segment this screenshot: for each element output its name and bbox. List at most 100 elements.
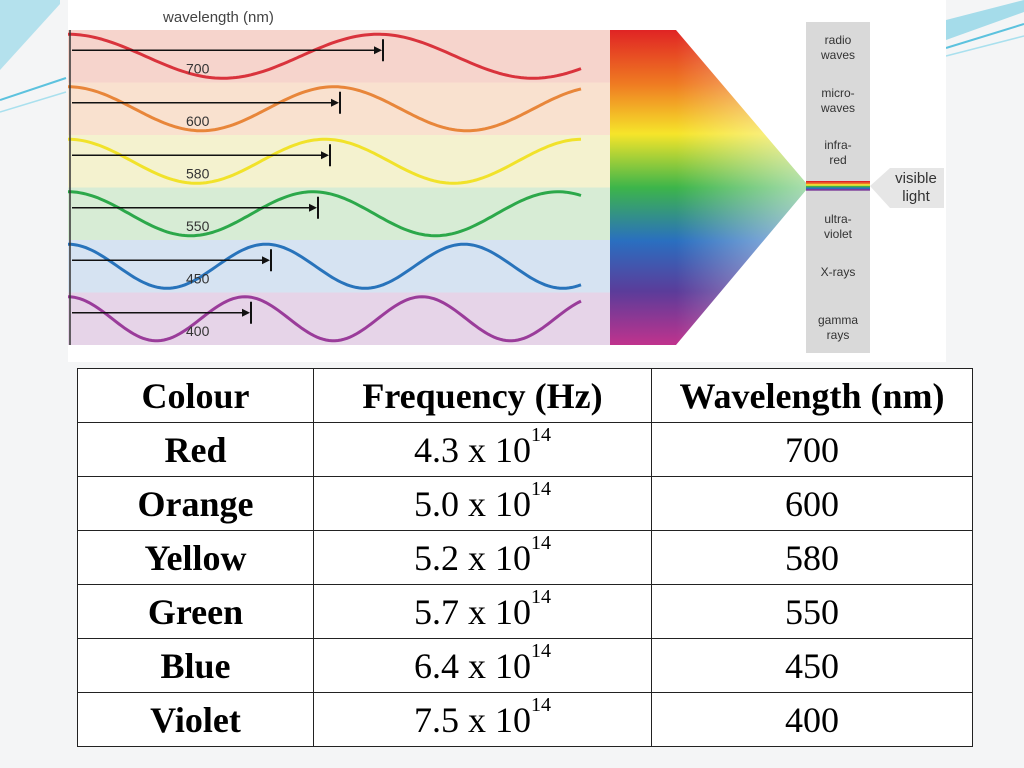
colour-cell: Orange — [77, 476, 314, 531]
wavelength-label: 580 — [186, 165, 210, 181]
frequency-exponent: 14 — [531, 693, 551, 716]
deco-shape-right — [946, 0, 1024, 40]
prism-beam-fade — [676, 30, 806, 345]
arrow-head — [321, 151, 329, 160]
wavelength-label: 400 — [186, 323, 210, 339]
frequency-mantissa: 4.3 x 10 — [414, 429, 531, 470]
wave-rows: 700 600 580 550 450 400 — [68, 30, 610, 345]
arrow-head — [331, 98, 339, 107]
arrow-head — [262, 256, 270, 265]
frequency-mantissa: 5.7 x 10 — [414, 591, 531, 632]
visible-light-label: light — [902, 188, 930, 205]
em-region-label: violet — [824, 227, 853, 241]
wavelength-cell: 550 — [651, 584, 973, 639]
em-region-label: radio — [825, 33, 852, 47]
em-region-label: red — [829, 153, 846, 167]
wave-line — [68, 242, 582, 290]
deco-line-left-2 — [0, 91, 67, 113]
em-region-label: waves — [820, 48, 855, 62]
visible-band-stripe — [806, 185, 870, 188]
deco-line-right — [945, 23, 1024, 49]
wave-row: 400 — [68, 292, 610, 345]
em-region-label: micro- — [821, 86, 854, 100]
em-region-label: rays — [827, 328, 850, 342]
table-row: Violet 7.5 x 1014 400 — [77, 692, 973, 747]
frequency-cell: 7.5 x 1014 — [313, 692, 652, 747]
colour-cell: Violet — [77, 692, 314, 747]
frequency-cell: 4.3 x 1014 — [313, 422, 652, 477]
frequency-mantissa: 5.0 x 10 — [414, 483, 531, 524]
frequency-cell: 6.4 x 1014 — [313, 638, 652, 693]
frequency-exponent: 14 — [531, 531, 551, 554]
colour-cell: Red — [77, 422, 314, 477]
visible-band-stripe — [806, 181, 870, 183]
visible-light-label: visible — [895, 170, 937, 187]
frequency-mantissa: 7.5 x 10 — [414, 699, 531, 740]
arrow-head — [374, 46, 382, 55]
frequency-cell: 5.2 x 1014 — [313, 530, 652, 585]
frequency-cell: 5.7 x 1014 — [313, 584, 652, 639]
em-region-label: ultra- — [824, 212, 851, 226]
header-frequency: Frequency (Hz) — [313, 368, 652, 423]
frequency-exponent: 14 — [531, 423, 551, 446]
wave-line — [68, 137, 582, 185]
wave-line — [68, 32, 582, 80]
header-wavelength: Wavelength (nm) — [651, 368, 973, 423]
visible-band-stripe — [806, 187, 870, 190]
frequency-exponent: 14 — [531, 639, 551, 662]
em-spectrum-column: radiowavesmicro-wavesinfra-redultra-viol… — [806, 22, 944, 353]
wave-band — [68, 292, 610, 345]
colour-cell: Green — [77, 584, 314, 639]
table-row: Red 4.3 x 1014 700 — [77, 422, 973, 477]
wavelength-label: 450 — [186, 270, 210, 286]
frequency-exponent: 14 — [531, 585, 551, 608]
wavelength-cell: 400 — [651, 692, 973, 747]
frequency-cell: 5.0 x 1014 — [313, 476, 652, 531]
deco-line-left — [0, 77, 67, 101]
wavelength-cell: 580 — [651, 530, 973, 585]
colour-spectrum-bar — [610, 30, 676, 345]
wave-row: 580 — [68, 135, 610, 188]
slide-decoration — [0, 0, 1024, 113]
deco-line-right-2 — [945, 35, 1024, 57]
wavelength-cell: 600 — [651, 476, 973, 531]
em-region-label: waves — [820, 101, 855, 115]
wave-band — [68, 240, 610, 293]
wave-row: 550 — [68, 187, 610, 240]
wavelength-label: 700 — [186, 60, 210, 76]
visible-band-stripe — [806, 189, 870, 191]
colour-cell: Yellow — [77, 530, 314, 585]
table-row: Green 5.7 x 1014 550 — [77, 584, 973, 639]
wave-line — [68, 190, 582, 238]
wave-band — [68, 30, 610, 83]
arrow-head — [309, 203, 317, 212]
wave-row: 600 — [68, 82, 610, 135]
em-region-label: infra- — [824, 138, 851, 152]
visible-light-callout — [870, 168, 944, 208]
prism — [610, 30, 806, 345]
wavelength-label: 550 — [186, 218, 210, 234]
table-row: Yellow 5.2 x 1014 580 — [77, 530, 973, 585]
wave-row: 700 — [68, 30, 610, 83]
arrow-head — [242, 308, 250, 317]
wave-line — [68, 85, 582, 133]
em-region-label: X-rays — [821, 265, 856, 279]
wave-line — [68, 295, 582, 343]
colour-table: Colour Frequency (Hz) Wavelength (nm) Re… — [77, 368, 973, 747]
wave-band — [68, 135, 610, 188]
visible-band-stripe — [806, 184, 870, 186]
wavelength-cell: 450 — [651, 638, 973, 693]
frequency-exponent: 14 — [531, 477, 551, 500]
colour-cell: Blue — [77, 638, 314, 693]
frequency-mantissa: 5.2 x 10 — [414, 537, 531, 578]
table-row: Blue 6.4 x 1014 450 — [77, 638, 973, 693]
deco-shape-left — [0, 0, 60, 70]
table-row: Orange 5.0 x 1014 600 — [77, 476, 973, 531]
em-region-label: gamma — [818, 313, 858, 327]
header-colour: Colour — [77, 368, 314, 423]
wavelength-cell: 700 — [651, 422, 973, 477]
axis-label: wavelength (nm) — [162, 9, 274, 26]
wavelength-label: 600 — [186, 113, 210, 129]
table-header-row: Colour Frequency (Hz) Wavelength (nm) — [77, 368, 973, 423]
frequency-mantissa: 6.4 x 10 — [414, 645, 531, 686]
